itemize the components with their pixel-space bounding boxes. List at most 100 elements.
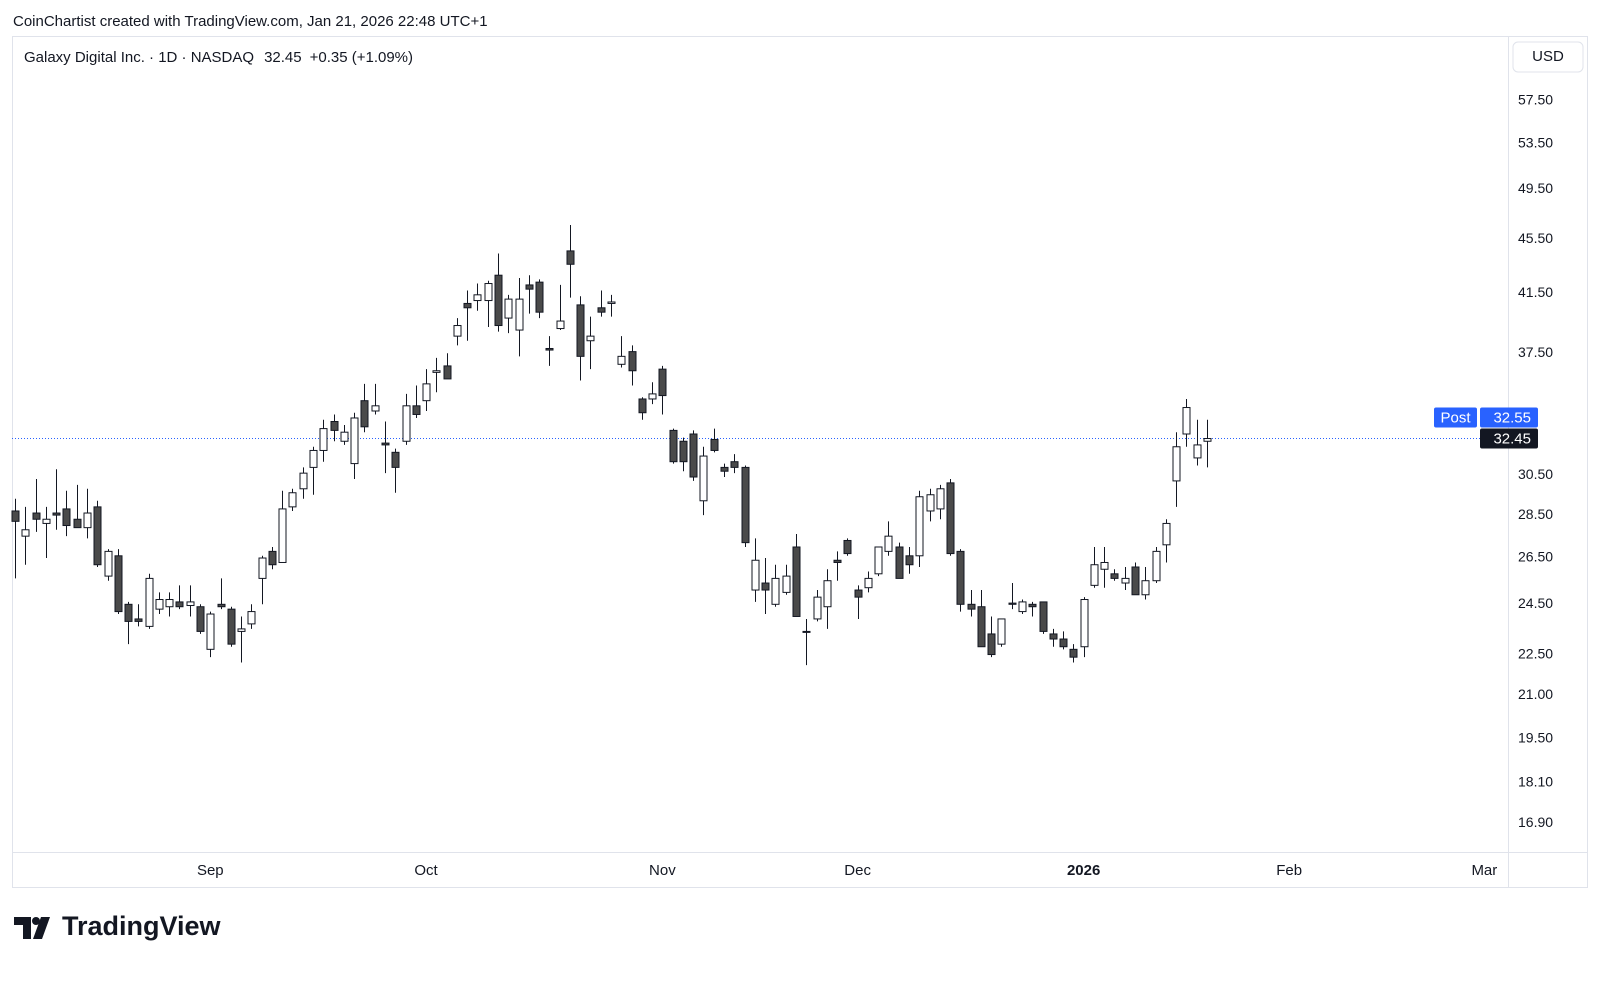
candle-body bbox=[1008, 602, 1017, 605]
y-tick-label: 16.90 bbox=[1518, 814, 1553, 830]
candle-body bbox=[186, 601, 195, 607]
candle-body bbox=[309, 449, 318, 468]
candle-body bbox=[412, 405, 421, 415]
candle-body bbox=[1059, 638, 1068, 648]
plot-area bbox=[11, 225, 1508, 666]
last-price-label: 32.45 bbox=[1493, 430, 1531, 447]
chart-title: Galaxy Digital Inc. · 1D · NASDAQ bbox=[24, 49, 254, 66]
candle-body bbox=[258, 557, 267, 579]
candle-body bbox=[669, 429, 678, 463]
candle-body bbox=[247, 611, 256, 625]
candle-body bbox=[42, 518, 51, 524]
candle-body bbox=[926, 494, 935, 512]
candle-body bbox=[1162, 522, 1171, 546]
y-tick-label: 30.50 bbox=[1518, 466, 1553, 482]
candle-body bbox=[1110, 573, 1119, 579]
candle-body bbox=[432, 370, 441, 373]
y-tick-label: 21.00 bbox=[1518, 686, 1553, 702]
candle-body bbox=[730, 461, 739, 468]
candle-body bbox=[535, 281, 544, 313]
candle-body bbox=[494, 274, 503, 327]
candle-body bbox=[525, 284, 534, 290]
currency-label[interactable]: USD bbox=[1532, 48, 1564, 65]
candle-body bbox=[1121, 577, 1130, 584]
candle-body bbox=[987, 633, 996, 656]
candle-body bbox=[134, 618, 143, 622]
chart-frame bbox=[12, 36, 1588, 888]
candle-body bbox=[155, 599, 164, 610]
candle-body bbox=[62, 508, 71, 527]
candle-body bbox=[843, 539, 852, 555]
candle-body bbox=[689, 433, 698, 478]
candle-body bbox=[463, 302, 472, 309]
candle-body bbox=[73, 518, 82, 529]
y-tick-label: 37.50 bbox=[1518, 344, 1553, 360]
candle-body bbox=[206, 613, 215, 650]
candle-body bbox=[751, 559, 760, 591]
logo-icon bbox=[14, 917, 50, 939]
candle-body bbox=[360, 400, 369, 428]
candle-body bbox=[771, 577, 780, 605]
candle-body bbox=[576, 304, 585, 357]
candle-body bbox=[628, 351, 637, 372]
y-tick-label: 28.50 bbox=[1518, 506, 1553, 522]
header-price: 32.45 bbox=[264, 49, 302, 66]
x-tick-label: Oct bbox=[414, 862, 438, 879]
x-tick-label: Sep bbox=[197, 862, 224, 879]
candle-body bbox=[114, 555, 123, 613]
candle-body bbox=[1100, 561, 1109, 570]
candle-body bbox=[782, 575, 791, 593]
y-tick-label: 26.50 bbox=[1518, 549, 1553, 565]
candle-body bbox=[864, 577, 873, 589]
post-badge bbox=[1480, 407, 1538, 428]
candle-body bbox=[83, 512, 92, 529]
logo-text: TradingView bbox=[62, 911, 222, 941]
candle-body bbox=[443, 365, 452, 380]
candle-body bbox=[1172, 446, 1181, 482]
candle-body bbox=[402, 405, 411, 442]
candle-body bbox=[319, 428, 328, 451]
candle-body bbox=[11, 510, 20, 522]
candle-body bbox=[977, 606, 986, 648]
candle-body bbox=[946, 482, 955, 555]
candle-body bbox=[813, 596, 822, 620]
candle-body bbox=[381, 442, 390, 446]
candle-body bbox=[453, 325, 462, 337]
candle-body bbox=[473, 294, 482, 302]
currency-box[interactable] bbox=[1512, 41, 1584, 73]
candle-body bbox=[1193, 444, 1202, 459]
candle-body bbox=[1131, 566, 1140, 596]
y-tick-label: 22.50 bbox=[1518, 645, 1553, 661]
y-tick-label: 57.50 bbox=[1518, 92, 1553, 108]
candle-body bbox=[196, 606, 205, 632]
candle-body bbox=[884, 535, 893, 552]
x-tick-label: Dec bbox=[844, 862, 871, 879]
candle-body bbox=[340, 431, 349, 442]
post-name: Post bbox=[1440, 409, 1471, 426]
y-tick-label: 45.50 bbox=[1518, 230, 1553, 246]
y-tick-label: 19.50 bbox=[1518, 730, 1553, 746]
candle-body bbox=[586, 335, 595, 342]
candle-body bbox=[792, 546, 801, 617]
candle-body bbox=[268, 550, 277, 566]
candle-body bbox=[1069, 648, 1078, 658]
candle-body bbox=[956, 550, 965, 605]
tradingview-logo: TradingView bbox=[14, 911, 222, 941]
candle-body bbox=[21, 529, 30, 537]
candle-body bbox=[165, 599, 174, 608]
post-price-label: 32.55 bbox=[1493, 409, 1531, 426]
candle-body bbox=[288, 492, 297, 508]
candle-body bbox=[32, 512, 41, 520]
candle-body bbox=[895, 546, 904, 579]
candle-body bbox=[237, 628, 246, 632]
candle-body bbox=[1080, 599, 1089, 648]
candle-body bbox=[997, 618, 1006, 645]
post-name-badge bbox=[1434, 407, 1477, 428]
x-tick-label: Nov bbox=[649, 862, 676, 879]
candle-body bbox=[679, 440, 688, 463]
last-price-badge bbox=[1480, 428, 1538, 449]
x-tick-label: Feb bbox=[1276, 862, 1302, 879]
candle-body bbox=[802, 630, 811, 633]
candle-body bbox=[915, 496, 924, 557]
